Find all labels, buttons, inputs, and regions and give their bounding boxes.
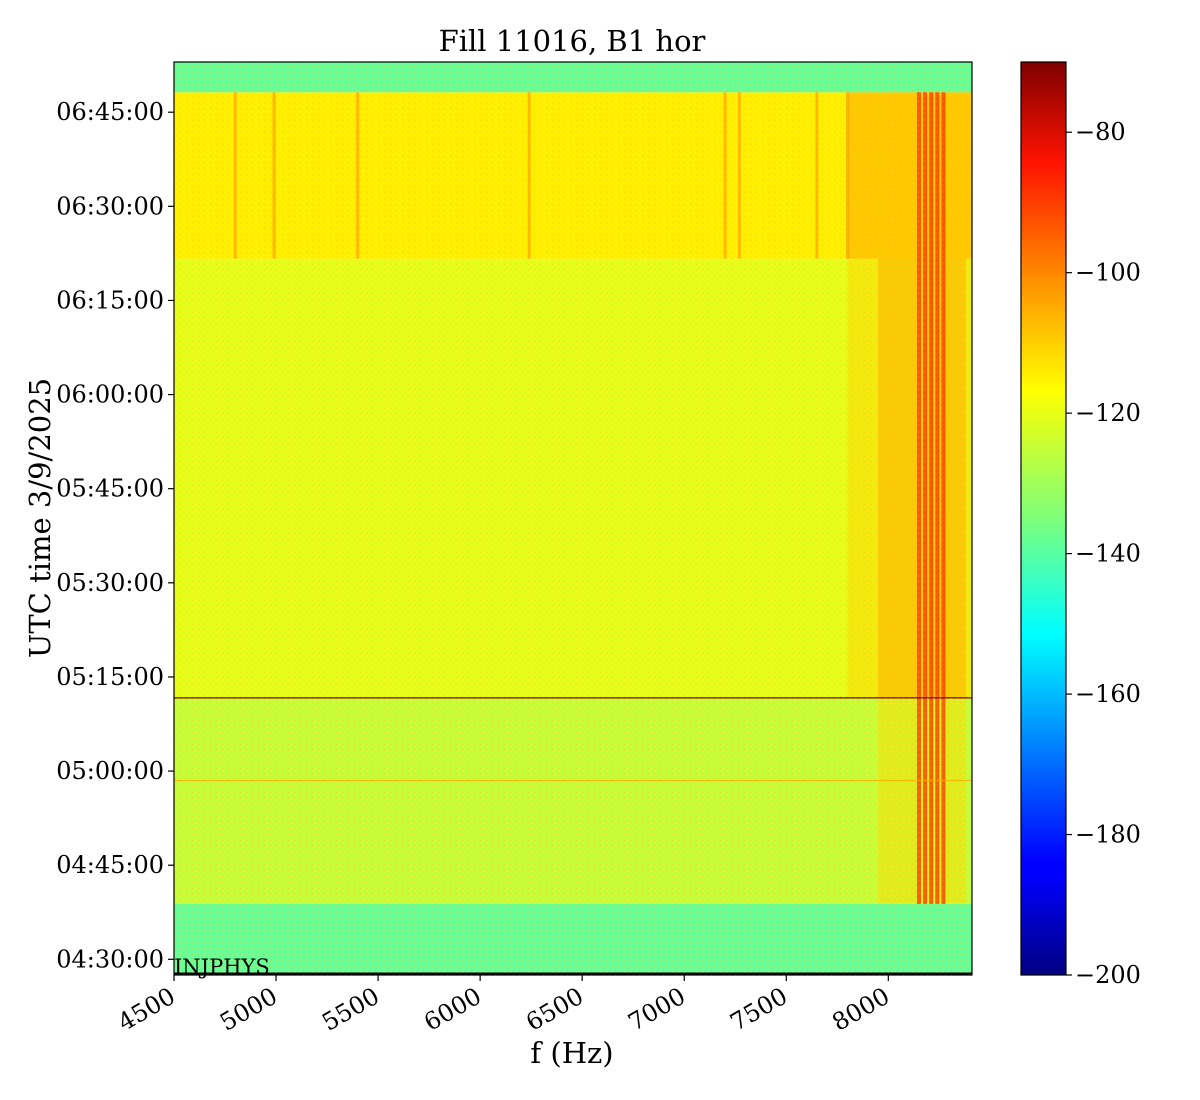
y-tick-label: 05:30:00 — [56, 569, 164, 597]
y-tick-label: 04:30:00 — [56, 945, 164, 973]
colorbar-tick-label: −200 — [1075, 961, 1141, 989]
x-tick-label: 7500 — [725, 982, 792, 1037]
colorbar-tick-label: −80 — [1075, 118, 1126, 146]
noise-texture — [174, 62, 972, 975]
y-axis-label: UTC time 3/9/2025 — [23, 378, 57, 658]
x-tick-label: 7000 — [623, 982, 690, 1037]
colorbar-tick-label: −100 — [1075, 259, 1141, 287]
colorbar-tick-label: −160 — [1075, 680, 1141, 708]
y-tick-label: 05:00:00 — [56, 757, 164, 785]
x-axis-ticks: 4500 5000 5500 6000 6500 7000 7500 8000 — [113, 975, 894, 1037]
y-tick-label: 05:45:00 — [56, 475, 164, 503]
y-tick-label: 06:15:00 — [56, 286, 164, 314]
x-tick-label: 5500 — [317, 982, 384, 1037]
x-tick-label: 4500 — [113, 982, 180, 1037]
x-tick-label: 8000 — [827, 982, 894, 1037]
x-tick-label: 6500 — [521, 982, 588, 1037]
y-tick-label: 05:15:00 — [56, 663, 164, 691]
plot-area — [174, 62, 972, 975]
y-tick-label: 06:45:00 — [56, 98, 164, 126]
y-tick-label: 06:00:00 — [56, 381, 164, 409]
colorbar — [1020, 61, 1067, 976]
chart-title: Fill 11016, B1 hor — [439, 24, 706, 58]
colorbar-ticks: −200 −180 −160 −140 −120 −100 −80 — [1066, 118, 1141, 989]
colorbar-tick-label: −180 — [1075, 821, 1141, 849]
y-tick-label: 04:45:00 — [56, 851, 164, 879]
y-tick-label: 06:30:00 — [56, 192, 164, 220]
y-axis-ticks: 04:30:00 04:45:00 05:00:00 05:15:00 05:30:00… — [56, 98, 174, 973]
x-tick-label: 6000 — [419, 982, 486, 1037]
injphys-annotation: INJPHYS — [174, 955, 270, 979]
colorbar-tick-label: −120 — [1075, 399, 1141, 427]
x-tick-label: 5000 — [215, 982, 282, 1037]
x-axis-label: f (Hz) — [530, 1036, 613, 1070]
plot-frame — [173, 61, 973, 976]
colorbar-tick-label: −140 — [1075, 540, 1141, 568]
